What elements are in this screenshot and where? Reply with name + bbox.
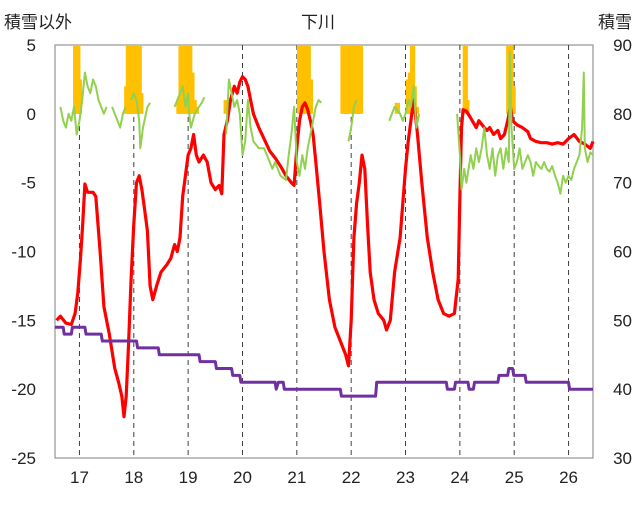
right-tick-label: 80 xyxy=(613,105,632,124)
secondary-line xyxy=(225,78,323,181)
left-tick-label: 0 xyxy=(27,105,36,124)
left-tick-label: -10 xyxy=(11,243,36,262)
snowfall-bar xyxy=(307,79,314,114)
left-tick-label: -15 xyxy=(11,311,36,330)
x-tick-label: 19 xyxy=(179,468,198,487)
snow-depth-line xyxy=(55,325,593,398)
x-tick-label: 20 xyxy=(233,468,252,487)
snowfall-bar xyxy=(394,102,400,114)
x-tick-label: 22 xyxy=(342,468,361,487)
right-tick-label: 40 xyxy=(613,380,632,399)
left-tick-label: 5 xyxy=(27,36,36,55)
snowfall-bar xyxy=(462,45,468,114)
snowfall-bar xyxy=(409,45,416,114)
snowfall-bar xyxy=(510,86,516,114)
left-tick-label: -25 xyxy=(11,449,36,468)
right-tick-label: 90 xyxy=(613,36,632,55)
snowfall-bar xyxy=(189,72,195,114)
x-tick-label: 17 xyxy=(70,468,89,487)
snowfall-bar xyxy=(76,79,83,114)
secondary-line xyxy=(456,50,594,195)
secondary-line xyxy=(388,85,421,129)
secondary-line xyxy=(130,92,151,150)
x-tick-label: 25 xyxy=(505,468,524,487)
left-axis-label: 積雪以外 xyxy=(4,13,72,32)
temperature-line xyxy=(55,75,595,419)
snowfall-bar xyxy=(136,45,142,114)
x-tick-label: 18 xyxy=(124,468,143,487)
left-axis-ticks: 5 0 -5 -10 -15 -20 -25 xyxy=(11,36,36,468)
left-tick-label: -5 xyxy=(21,174,36,193)
snowfall-bar xyxy=(223,100,229,114)
right-axis-label: 積雪 xyxy=(598,13,632,32)
series-lines xyxy=(55,50,595,419)
secondary-line xyxy=(111,106,127,129)
x-tick-label: 26 xyxy=(559,468,578,487)
x-tick-label: 24 xyxy=(450,468,469,487)
x-tick-label: 21 xyxy=(287,468,306,487)
right-tick-label: 70 xyxy=(613,174,632,193)
snowfall-bar xyxy=(138,93,144,114)
left-tick-label: -20 xyxy=(11,380,36,399)
snowfall-bar xyxy=(464,100,470,114)
secondary-line xyxy=(347,99,358,142)
right-tick-label: 30 xyxy=(613,449,632,468)
x-tick-label: 23 xyxy=(396,468,415,487)
right-tick-label: 50 xyxy=(613,311,632,330)
secondary-line xyxy=(59,71,108,136)
snowfall-bar xyxy=(357,45,364,114)
right-axis-ticks: 90 80 70 60 50 40 30 xyxy=(613,36,632,468)
secondary-line xyxy=(173,85,206,129)
chart-title: 下川 xyxy=(301,13,335,32)
right-tick-label: 60 xyxy=(613,243,632,262)
x-axis-ticks: 17 18 19 20 21 22 23 24 25 26 xyxy=(70,468,578,487)
